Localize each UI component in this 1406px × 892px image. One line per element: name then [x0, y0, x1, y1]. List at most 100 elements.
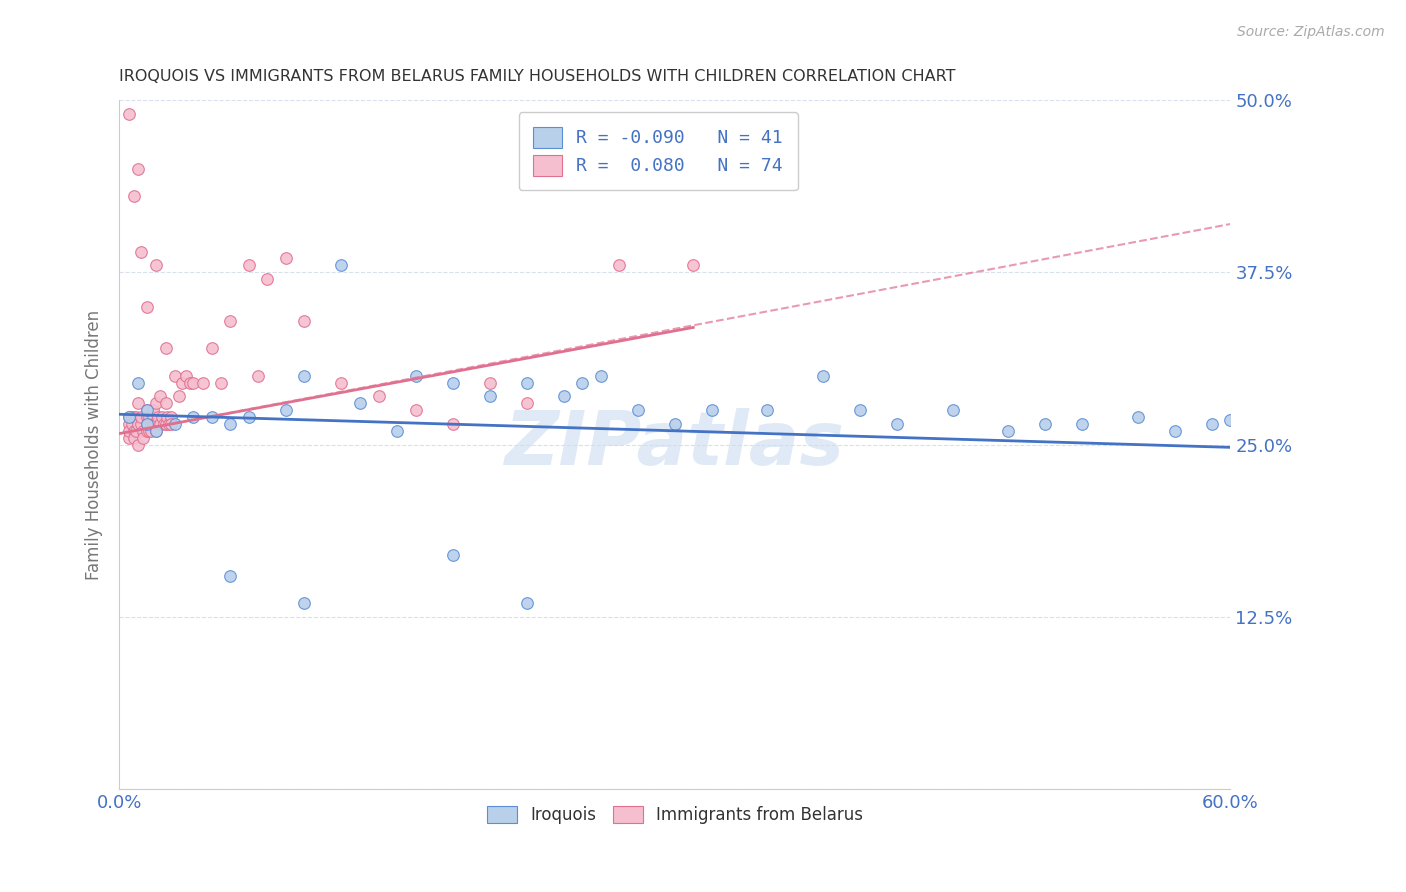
- Point: [121, 417, 143, 431]
- Point: [156, 410, 179, 425]
- Point: [274, 403, 297, 417]
- Point: [330, 259, 353, 273]
- Point: [627, 403, 650, 417]
- Point: [136, 403, 159, 417]
- Point: [942, 403, 965, 417]
- Point: [127, 417, 149, 431]
- Point: [149, 417, 172, 431]
- Text: ZIPatlas: ZIPatlas: [505, 409, 845, 481]
- Point: [136, 403, 159, 417]
- Point: [167, 389, 190, 403]
- Point: [441, 548, 464, 562]
- Point: [136, 417, 159, 431]
- Point: [145, 417, 167, 431]
- Point: [142, 417, 165, 431]
- Point: [349, 396, 371, 410]
- Point: [136, 424, 159, 438]
- Point: [143, 417, 166, 431]
- Point: [139, 417, 162, 431]
- Point: [117, 417, 139, 431]
- Point: [478, 376, 501, 390]
- Point: [516, 376, 538, 390]
- Point: [155, 417, 177, 431]
- Point: [136, 410, 159, 425]
- Point: [256, 272, 278, 286]
- Point: [682, 259, 704, 273]
- Point: [700, 403, 723, 417]
- Point: [121, 410, 143, 425]
- Point: [247, 368, 270, 383]
- Point: [405, 368, 427, 383]
- Point: [142, 403, 165, 417]
- Point: [183, 410, 205, 425]
- Point: [117, 431, 139, 445]
- Point: [132, 431, 155, 445]
- Point: [294, 368, 316, 383]
- Point: [160, 410, 183, 425]
- Text: IROQUOIS VS IMMIGRANTS FROM BELARUS FAMILY HOUSEHOLDS WITH CHILDREN CORRELATION : IROQUOIS VS IMMIGRANTS FROM BELARUS FAMI…: [120, 69, 956, 84]
- Y-axis label: Family Households with Children: Family Households with Children: [86, 310, 103, 580]
- Point: [849, 403, 872, 417]
- Point: [997, 424, 1019, 438]
- Text: Source: ZipAtlas.com: Source: ZipAtlas.com: [1237, 25, 1385, 39]
- Point: [145, 259, 167, 273]
- Point: [163, 417, 186, 431]
- Point: [516, 596, 538, 610]
- Point: [183, 376, 205, 390]
- Point: [149, 389, 172, 403]
- Point: [122, 410, 145, 425]
- Point: [146, 410, 169, 425]
- Point: [127, 376, 149, 390]
- Point: [571, 376, 593, 390]
- Point: [238, 259, 260, 273]
- Point: [516, 396, 538, 410]
- Point: [117, 410, 139, 425]
- Point: [607, 259, 630, 273]
- Point: [150, 410, 173, 425]
- Point: [132, 424, 155, 438]
- Point: [1126, 410, 1149, 425]
- Point: [163, 368, 186, 383]
- Point: [385, 424, 408, 438]
- Point: [157, 417, 180, 431]
- Point: [155, 341, 177, 355]
- Point: [117, 107, 139, 121]
- Point: [441, 417, 464, 431]
- Point: [441, 376, 464, 390]
- Point: [367, 389, 389, 403]
- Point: [174, 368, 197, 383]
- Point: [142, 410, 165, 425]
- Point: [886, 417, 908, 431]
- Point: [756, 403, 779, 417]
- Point: [152, 417, 174, 431]
- Point: [155, 396, 177, 410]
- Point: [160, 417, 183, 431]
- Point: [209, 376, 232, 390]
- Point: [131, 244, 153, 259]
- Point: [138, 410, 160, 425]
- Point: [219, 568, 242, 582]
- Point: [131, 417, 153, 431]
- Point: [125, 410, 148, 425]
- Point: [1071, 417, 1094, 431]
- Point: [131, 410, 153, 425]
- Point: [179, 376, 201, 390]
- Point: [145, 396, 167, 410]
- Point: [811, 368, 834, 383]
- Point: [127, 396, 149, 410]
- Point: [122, 189, 145, 203]
- Point: [122, 424, 145, 438]
- Point: [589, 368, 612, 383]
- Point: [145, 424, 167, 438]
- Point: [191, 376, 214, 390]
- Point: [1033, 417, 1056, 431]
- Point: [145, 424, 167, 438]
- Point: [294, 313, 316, 327]
- Point: [1219, 413, 1241, 427]
- Point: [136, 300, 159, 314]
- Point: [294, 596, 316, 610]
- Point: [201, 341, 224, 355]
- Legend: Iroquois, Immigrants from Belarus: Iroquois, Immigrants from Belarus: [478, 797, 872, 832]
- Point: [127, 437, 149, 451]
- Point: [127, 161, 149, 176]
